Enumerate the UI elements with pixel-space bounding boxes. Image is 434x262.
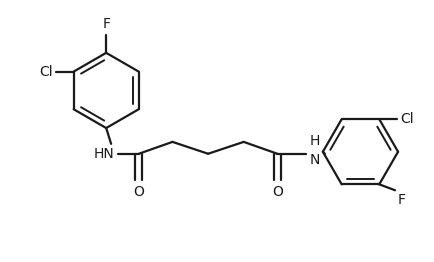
Text: F: F xyxy=(397,193,405,207)
Text: O: O xyxy=(133,185,144,199)
Text: O: O xyxy=(271,185,282,199)
Text: H: H xyxy=(309,134,319,148)
Text: F: F xyxy=(102,17,110,31)
Text: N: N xyxy=(309,153,319,167)
Text: HN: HN xyxy=(94,147,114,161)
Text: Cl: Cl xyxy=(399,112,413,126)
Text: Cl: Cl xyxy=(39,65,53,79)
